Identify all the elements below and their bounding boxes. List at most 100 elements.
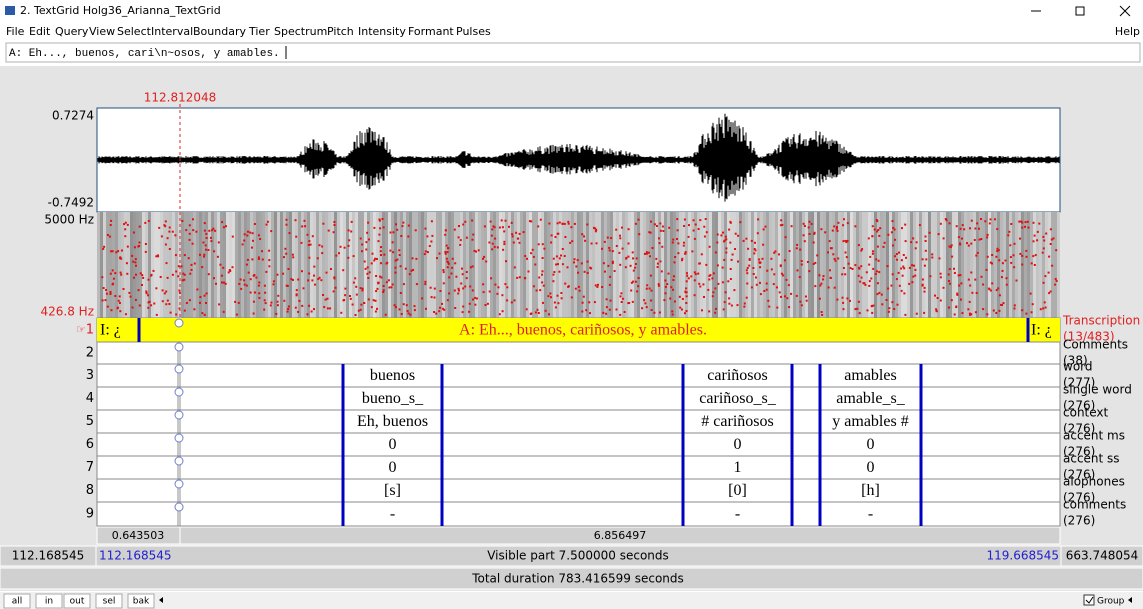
- tier-name[interactable]: word: [1063, 360, 1093, 374]
- interval-text[interactable]: -: [390, 506, 395, 523]
- formant-dot: [523, 231, 525, 233]
- interval-text[interactable]: y amables #: [832, 413, 908, 430]
- formant-dot: [791, 225, 793, 227]
- interval-text[interactable]: 0: [867, 459, 875, 476]
- formant-dot: [408, 312, 410, 314]
- formant-dot: [610, 237, 612, 239]
- menu-item[interactable]: Formant: [408, 25, 454, 38]
- interval-text[interactable]: I: ¿: [100, 322, 121, 339]
- interval-text[interactable]: [0]: [728, 482, 747, 499]
- menu-item[interactable]: Tier: [248, 25, 270, 38]
- button-label[interactable]: bak: [133, 597, 150, 607]
- tier-name[interactable]: Transcription: [1062, 314, 1140, 328]
- formant-dot: [745, 238, 747, 240]
- formant-dot: [559, 257, 561, 259]
- spectrogram-column: [451, 212, 454, 318]
- interval-text[interactable]: 0: [389, 459, 397, 476]
- formant-dot: [828, 287, 830, 289]
- button-label[interactable]: out: [70, 597, 85, 607]
- button-label[interactable]: sel: [103, 597, 116, 607]
- menu-item[interactable]: Help: [1115, 25, 1140, 38]
- formant-dot: [110, 291, 112, 293]
- interval-text[interactable]: -: [735, 506, 740, 523]
- spectrogram-column: [325, 212, 328, 318]
- menu-item[interactable]: Boundary: [193, 25, 246, 38]
- spectrogram-column: [985, 212, 988, 318]
- spectrogram-column: [442, 212, 445, 318]
- group-label[interactable]: Group: [1097, 597, 1125, 607]
- menu-item[interactable]: Intensity: [358, 25, 406, 38]
- tier-name[interactable]: Comments: [1063, 338, 1128, 352]
- interval-text[interactable]: 0: [867, 436, 875, 453]
- menu-item[interactable]: Pitch: [327, 25, 354, 38]
- formant-dot: [483, 256, 485, 258]
- formant-dot: [916, 241, 918, 243]
- formant-dot: [388, 287, 390, 289]
- interval-text[interactable]: 1: [734, 459, 742, 476]
- formant-dot: [1020, 221, 1022, 223]
- text-field-value[interactable]: A: Eh..., buenos, cari\n~osos, y amables…: [9, 48, 280, 60]
- interval-text[interactable]: 0: [734, 436, 742, 453]
- formant-dot: [203, 242, 205, 244]
- formant-dot: [706, 231, 708, 233]
- formant-dot: [429, 245, 431, 247]
- menu-item[interactable]: Query: [55, 25, 89, 38]
- interval-text[interactable]: Eh, buenos: [357, 413, 428, 430]
- button-label[interactable]: all: [12, 597, 23, 607]
- formant-dot: [948, 280, 950, 282]
- formant-dot: [443, 309, 445, 311]
- tier-name[interactable]: single word: [1063, 383, 1132, 397]
- tier-number: 6: [86, 437, 94, 452]
- menu-item[interactable]: File: [6, 25, 25, 38]
- spectrogram-column: [193, 212, 196, 318]
- formant-dot: [708, 310, 710, 312]
- formant-dot: [568, 223, 570, 225]
- tier-name[interactable]: alophones: [1063, 475, 1125, 489]
- interval-text[interactable]: [h]: [861, 482, 880, 499]
- interval-text[interactable]: [s]: [384, 482, 401, 499]
- tier-name[interactable]: context: [1063, 406, 1109, 420]
- formant-dot: [395, 223, 397, 225]
- formant-dot: [490, 221, 492, 223]
- tier-name[interactable]: accent ms: [1063, 429, 1125, 443]
- interval-text[interactable]: bueno_s_: [362, 390, 424, 407]
- formant-dot: [207, 249, 209, 251]
- interval-text[interactable]: I: ¿: [1031, 322, 1052, 339]
- menu-item[interactable]: Pulses: [456, 25, 491, 38]
- interval-text[interactable]: -: [868, 506, 873, 523]
- formant-dot: [658, 283, 660, 285]
- formant-dot: [175, 254, 177, 256]
- formant-dot: [998, 310, 1000, 312]
- formant-dot: [383, 254, 385, 256]
- formant-dot: [660, 230, 662, 232]
- spectrogram-column: [949, 212, 952, 318]
- interval-text[interactable]: cariñosos: [707, 367, 767, 384]
- button-label[interactable]: in: [45, 597, 53, 607]
- menu-item[interactable]: Edit: [29, 25, 51, 38]
- formant-dot: [102, 299, 104, 301]
- formant-dot: [788, 306, 790, 308]
- interval-text[interactable]: 0: [389, 436, 397, 453]
- menu-item[interactable]: Spectrum: [274, 25, 327, 38]
- interval-text[interactable]: amable_s_: [836, 390, 905, 407]
- formant-dot: [728, 297, 730, 299]
- interval-text[interactable]: amables: [844, 367, 896, 384]
- menu-item[interactable]: Interval: [151, 25, 193, 38]
- formant-dot: [156, 314, 158, 316]
- spectrogram-column: [358, 212, 361, 318]
- interval-text[interactable]: # cariñosos: [701, 413, 773, 430]
- formant-dot: [471, 220, 473, 222]
- interval-text[interactable]: cariñoso_s_: [699, 390, 776, 407]
- formant-dot: [731, 305, 733, 307]
- tier-name[interactable]: comments: [1063, 498, 1126, 512]
- interval-text[interactable]: A: Eh..., buenos, cariñosos, y amables.: [459, 322, 707, 339]
- formant-dot: [1042, 307, 1044, 309]
- formant-dot: [162, 300, 164, 302]
- menu-item[interactable]: View: [89, 25, 115, 38]
- menu-item[interactable]: Select: [117, 25, 152, 38]
- tier-name[interactable]: accent ss: [1063, 452, 1120, 466]
- formant-dot: [162, 289, 164, 291]
- interval-text[interactable]: buenos: [370, 367, 415, 384]
- formant-dot: [912, 237, 914, 239]
- visible-left-total: 112.168545: [12, 549, 85, 563]
